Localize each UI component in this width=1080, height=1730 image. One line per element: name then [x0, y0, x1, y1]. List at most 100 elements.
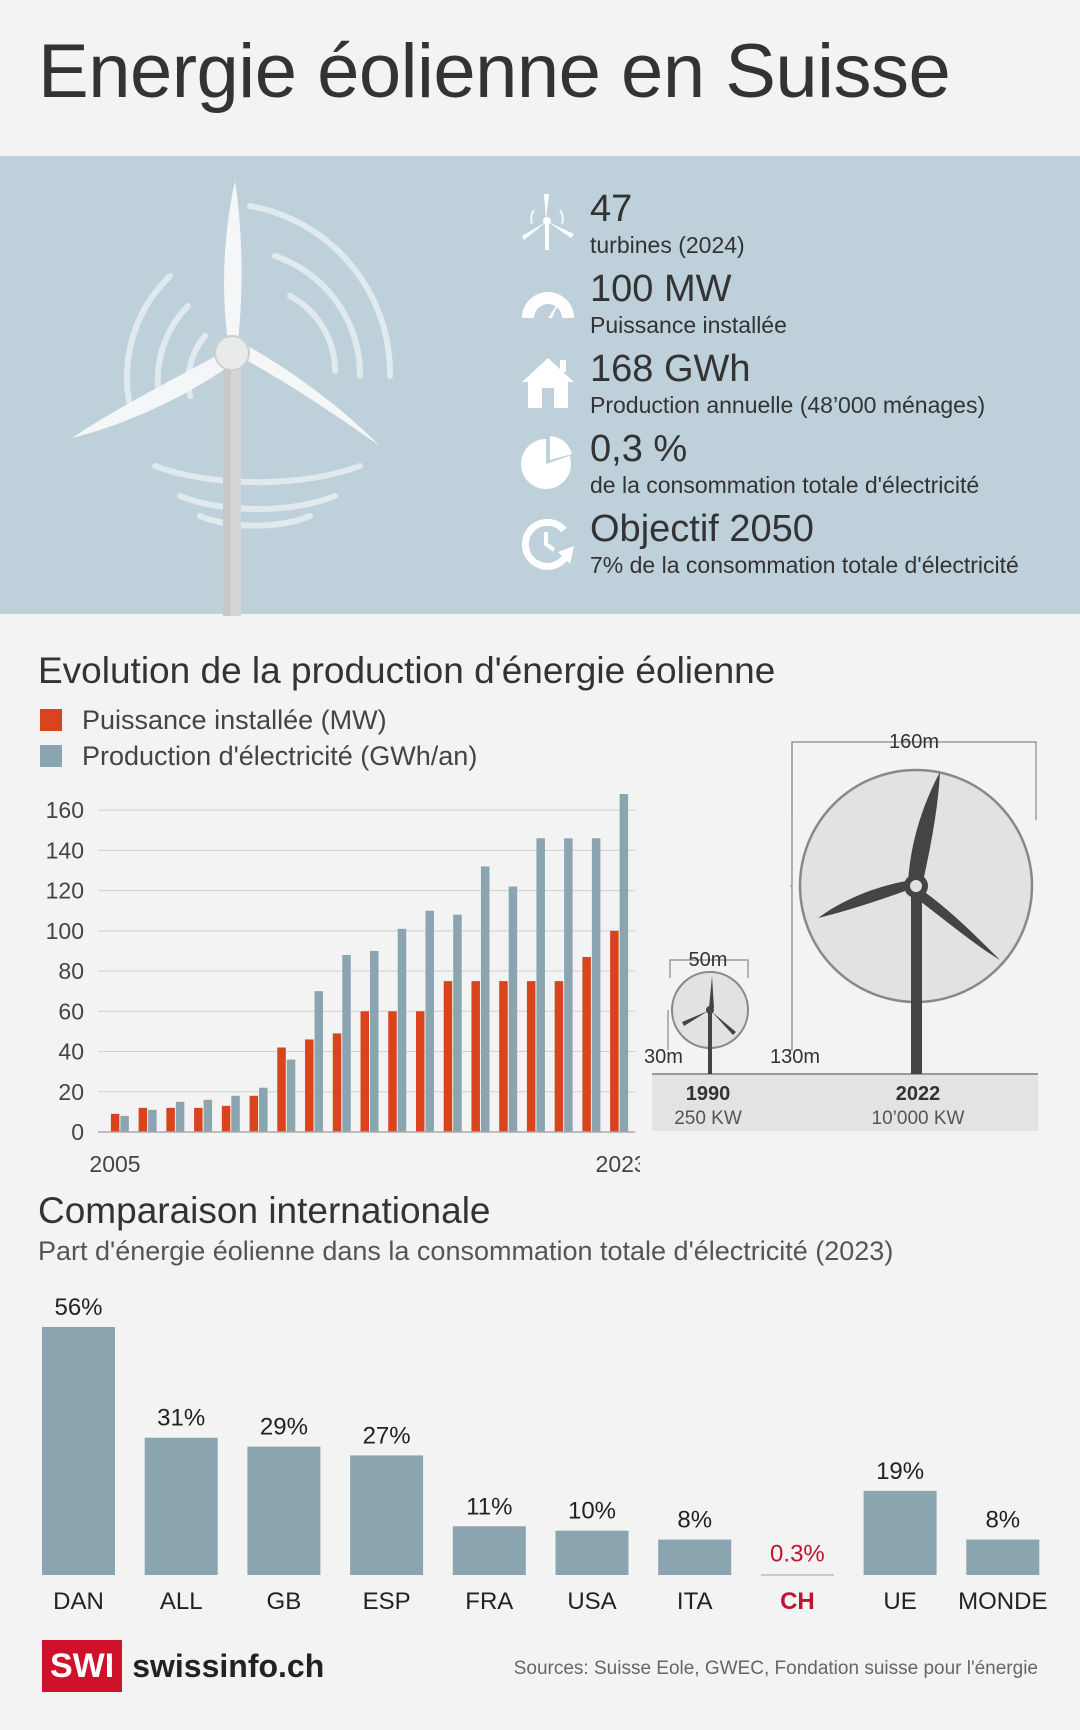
category-label: MONDE: [958, 1588, 1047, 1615]
wind-turbine-icon: [522, 194, 574, 250]
bar-production: [314, 991, 324, 1132]
category-label: ALL: [160, 1588, 203, 1615]
large-turbine-icon: [798, 768, 1034, 1074]
small-power: 250 KW: [674, 1108, 742, 1129]
stat-value: 0,3 %: [590, 428, 688, 470]
international-subtitle: Part d'énergie éolienne dans la consomma…: [38, 1236, 894, 1266]
y-tick-label: 40: [58, 1039, 84, 1065]
bar-power: [332, 1033, 342, 1132]
page-title: Energie éolienne en Suisse: [38, 29, 951, 114]
bar-production: [536, 838, 545, 1132]
small-diameter-label: 50m: [689, 949, 728, 971]
bar-production: [286, 1059, 296, 1132]
bar-power: [443, 981, 453, 1132]
bar-monde: [966, 1539, 1040, 1575]
evolution-title: Evolution de la production d'énergie éol…: [38, 650, 776, 691]
bar-esp: [350, 1455, 424, 1575]
y-tick-label: 80: [58, 958, 84, 984]
bar-production: [425, 910, 434, 1132]
bar-production: [203, 1099, 213, 1132]
large-hub-label: 130m: [770, 1046, 820, 1068]
stat-value: 100 MW: [590, 268, 732, 310]
swissinfo-logo[interactable]: SWI swissinfo.ch: [42, 1640, 324, 1692]
category-label: UE: [883, 1588, 916, 1615]
category-label: DAN: [53, 1588, 104, 1615]
bar-production: [342, 954, 351, 1132]
bar-production: [120, 1115, 129, 1132]
bar-production: [453, 914, 462, 1132]
y-tick-label: 160: [46, 797, 84, 823]
bar-production: [564, 838, 573, 1132]
legend-swatch-production: [40, 745, 62, 767]
bar-power: [249, 1095, 259, 1132]
bar-power: [110, 1113, 120, 1132]
target-cycle-icon: [521, 518, 574, 570]
y-tick-label: 60: [58, 998, 84, 1024]
bar-production: [480, 866, 490, 1132]
bar-power: [582, 956, 591, 1132]
bar-gb: [247, 1446, 321, 1575]
stat-label: Production annuelle (48’000 ménages): [590, 392, 986, 418]
gauge-icon: [522, 292, 574, 318]
bar-ita: [658, 1539, 732, 1575]
value-label: 27%: [363, 1422, 411, 1449]
category-label: GB: [267, 1588, 302, 1615]
large-power: 10’000 KW: [872, 1108, 965, 1129]
international-bar-chart: 56% DAN 31% ALL 29% GB 27% ESP 11% FRA 10% USA 8% ITA…: [42, 1294, 1047, 1615]
bar-production: [591, 838, 601, 1132]
bar-power: [610, 930, 619, 1132]
bar-production: [259, 1087, 268, 1132]
small-turbine-icon: [671, 971, 749, 1074]
legend-label: Puissance installée (MW): [82, 704, 387, 735]
category-label: ITA: [677, 1588, 713, 1615]
swi-logo-text: swissinfo.ch: [132, 1647, 325, 1684]
value-label: 8%: [677, 1507, 712, 1534]
bar-dan: [42, 1327, 115, 1575]
bar-power: [166, 1107, 175, 1132]
house-icon: [522, 358, 574, 408]
bar-fra: [452, 1526, 526, 1575]
value-label: 56%: [54, 1294, 102, 1321]
bar-power: [360, 1011, 369, 1132]
x-tick-label: 2023: [596, 1151, 640, 1177]
value-label: 29%: [260, 1414, 308, 1441]
stat-value: Objectif 2050: [590, 508, 814, 550]
bar-power: [526, 981, 536, 1132]
y-tick-label: 120: [46, 878, 84, 904]
bar-power: [388, 1011, 397, 1132]
large-diameter-label: 160m: [889, 731, 939, 753]
x-tick-label: 2005: [89, 1151, 140, 1177]
value-label: 10%: [568, 1498, 616, 1525]
bar-production: [370, 950, 379, 1132]
stat-label: Puissance installée: [590, 312, 787, 338]
bar-power: [221, 1105, 231, 1132]
stat-value: 47: [590, 188, 633, 230]
category-label: ESP: [363, 1588, 411, 1615]
bar-all: [144, 1437, 218, 1575]
value-label: 11%: [466, 1493, 512, 1520]
large-year: 2022: [896, 1083, 941, 1105]
bar-power: [277, 1047, 286, 1132]
small-year: 1990: [686, 1083, 731, 1105]
stat-label: 7% de la consommation totale d'électrici…: [590, 552, 1019, 578]
y-tick-label: 100: [46, 918, 84, 944]
bar-power: [138, 1107, 148, 1132]
value-label: 0.3%: [770, 1541, 825, 1568]
legend-label: Production d'électricité (GWh/an): [82, 740, 478, 771]
pie-icon: [521, 436, 572, 489]
bar-power: [471, 981, 480, 1132]
category-label: CH: [780, 1588, 815, 1615]
y-tick-label: 20: [58, 1079, 84, 1105]
bar-production: [148, 1109, 157, 1132]
legend-swatch-power: [40, 709, 62, 731]
bar-power: [305, 1039, 314, 1132]
category-label: USA: [567, 1588, 616, 1615]
bar-production: [508, 886, 518, 1132]
bar-power: [499, 981, 508, 1132]
sources-note: Sources: Suisse Eole, GWEC, Fondation su…: [513, 1658, 1038, 1679]
evolution-bar-chart: 0 20 40 60 80 100 120 140 160 2005 2023: [46, 794, 640, 1177]
bar-production: [231, 1095, 240, 1132]
bar-power: [415, 1011, 425, 1132]
stat-label: turbines (2024): [590, 232, 745, 258]
bar-power: [194, 1107, 203, 1132]
